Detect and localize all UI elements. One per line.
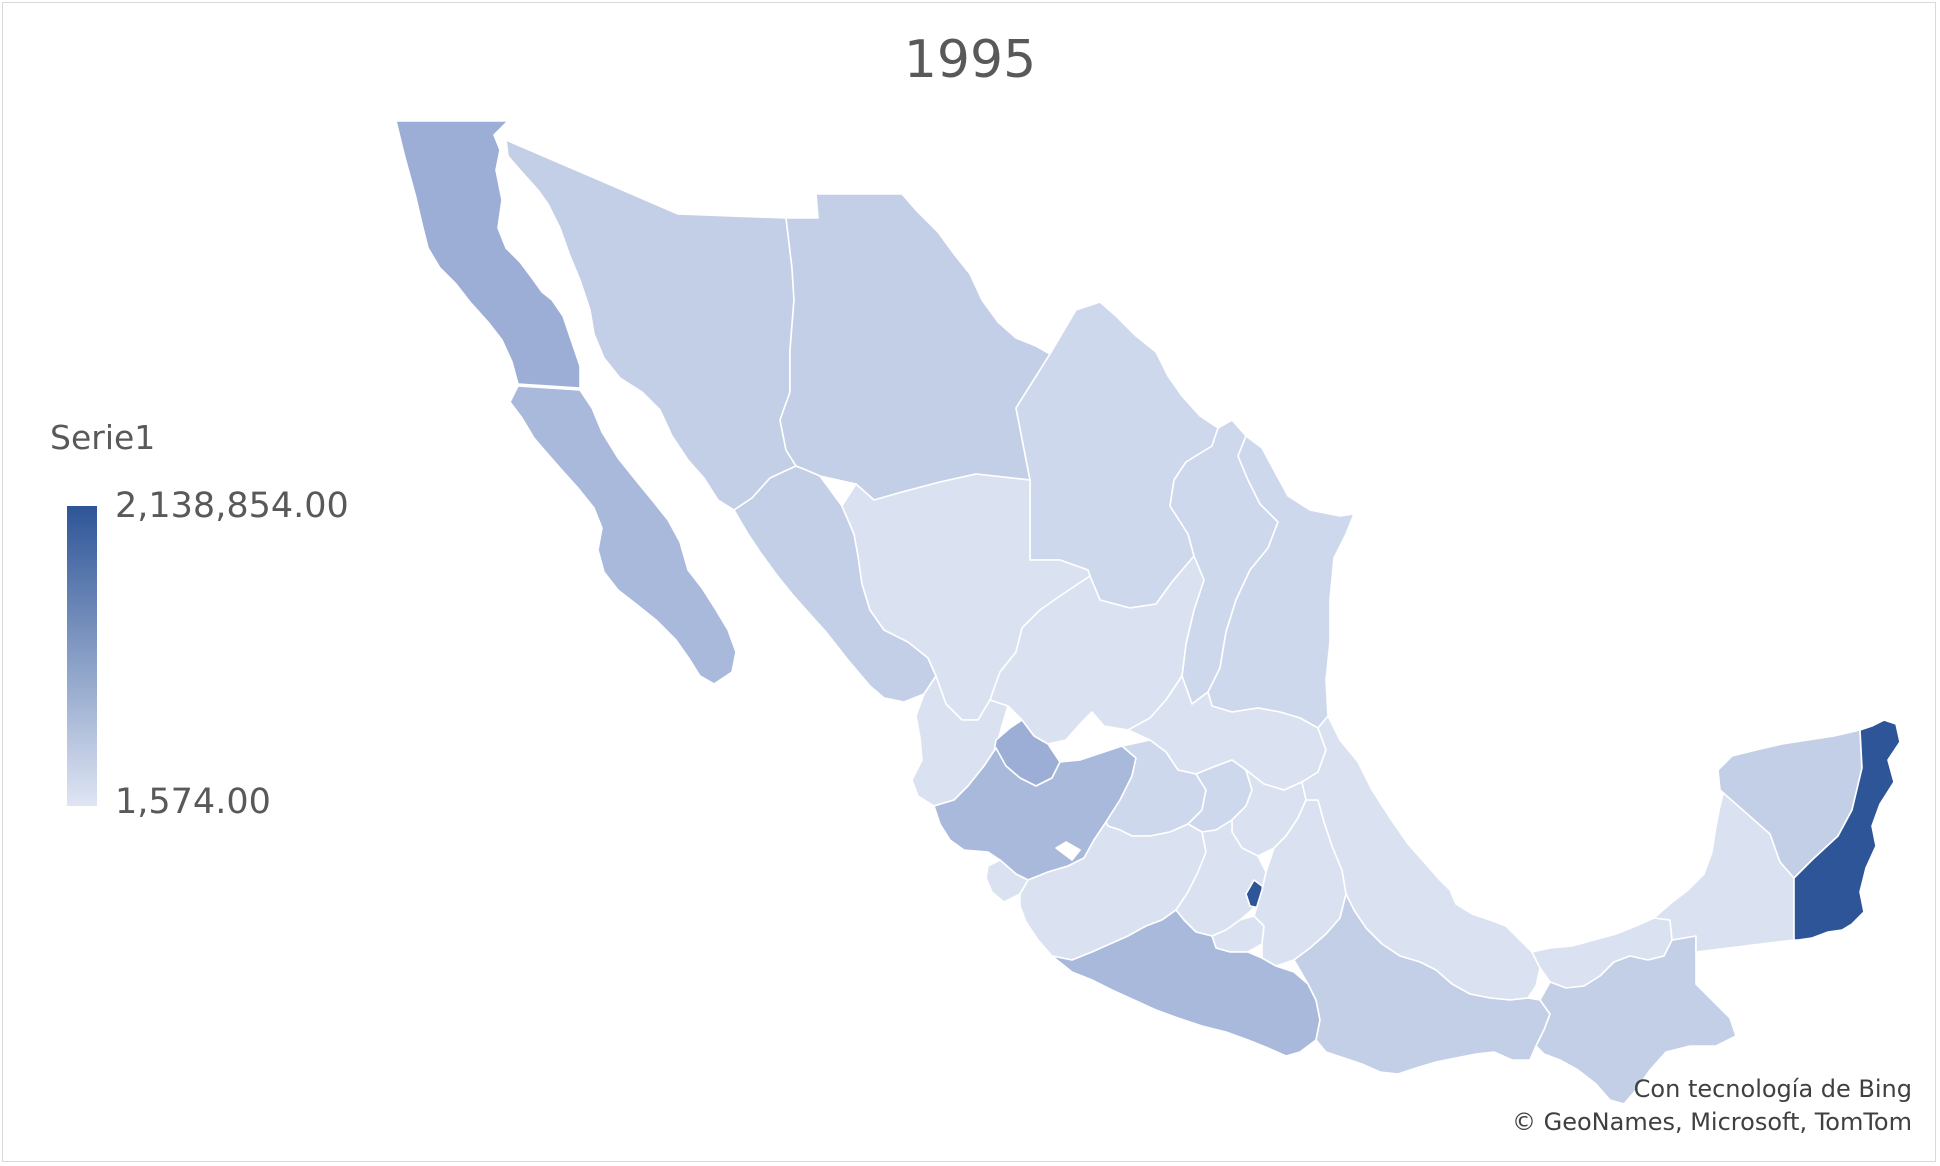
state-baja-california[interactable]	[395, 120, 581, 389]
map-credit-powered-by: Con tecnología de Bing	[1633, 1075, 1912, 1103]
legend-title: Serie1	[50, 418, 156, 457]
state-chiapas[interactable]	[1535, 935, 1737, 1105]
state-chihuahua[interactable]	[779, 193, 1051, 501]
legend-min-label: 1,574.00	[115, 782, 271, 822]
map-credit-copyright: © GeoNames, Microsoft, TomTom	[1511, 1108, 1912, 1136]
state-quintana-roo[interactable]	[1793, 719, 1901, 941]
legend-max-label: 2,138,854.00	[115, 486, 349, 526]
legend-color-scale	[67, 506, 97, 806]
state-guerrero[interactable]	[1051, 909, 1321, 1057]
state-baja-california-sur[interactable]	[509, 385, 737, 685]
state-colima[interactable]	[985, 859, 1029, 903]
state-zacatecas[interactable]	[989, 555, 1205, 745]
map-title: 1995	[903, 30, 1037, 90]
